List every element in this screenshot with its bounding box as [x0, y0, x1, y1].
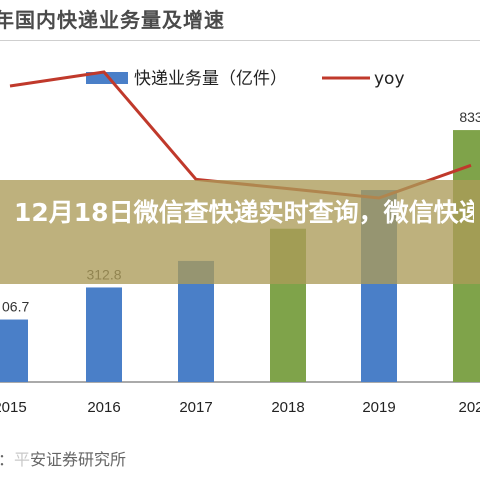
- title-divider: [0, 40, 480, 41]
- legend-bar-swatch: [86, 72, 128, 84]
- bar-2016: [86, 287, 122, 382]
- chart-title: 年国内快递业务量及增速: [0, 8, 225, 32]
- source-note: ：平安证券研究所: [0, 446, 126, 470]
- source-prefix: ：: [0, 450, 14, 469]
- x-tick-2018: 2018: [271, 399, 304, 416]
- data-label-202: 833: [459, 109, 480, 125]
- x-tick-2019: 2019: [362, 399, 395, 416]
- source-text: 安证券研究所: [30, 450, 127, 469]
- x-tick-202: 202: [458, 399, 480, 416]
- data-label-2015: 06.7: [2, 299, 29, 315]
- x-tick-2017: 2017: [179, 399, 212, 416]
- source-logo: 平: [14, 450, 31, 469]
- legend-line-label: yoy: [374, 69, 405, 89]
- x-tick-2015: 2015: [0, 399, 27, 416]
- legend-bar-label: 快递业务量（亿件）: [134, 69, 287, 89]
- headline-text: 12月18日微信查快递实时查询，微信快递实时查询系统，: [14, 198, 474, 227]
- bar-2015: [0, 319, 28, 382]
- x-tick-2016: 2016: [87, 399, 120, 416]
- headline-banner: 12月18日微信查快递实时查询，微信快递实时查询系统，: [0, 180, 480, 284]
- legend: 快递业务量（亿件） yoy: [86, 69, 405, 89]
